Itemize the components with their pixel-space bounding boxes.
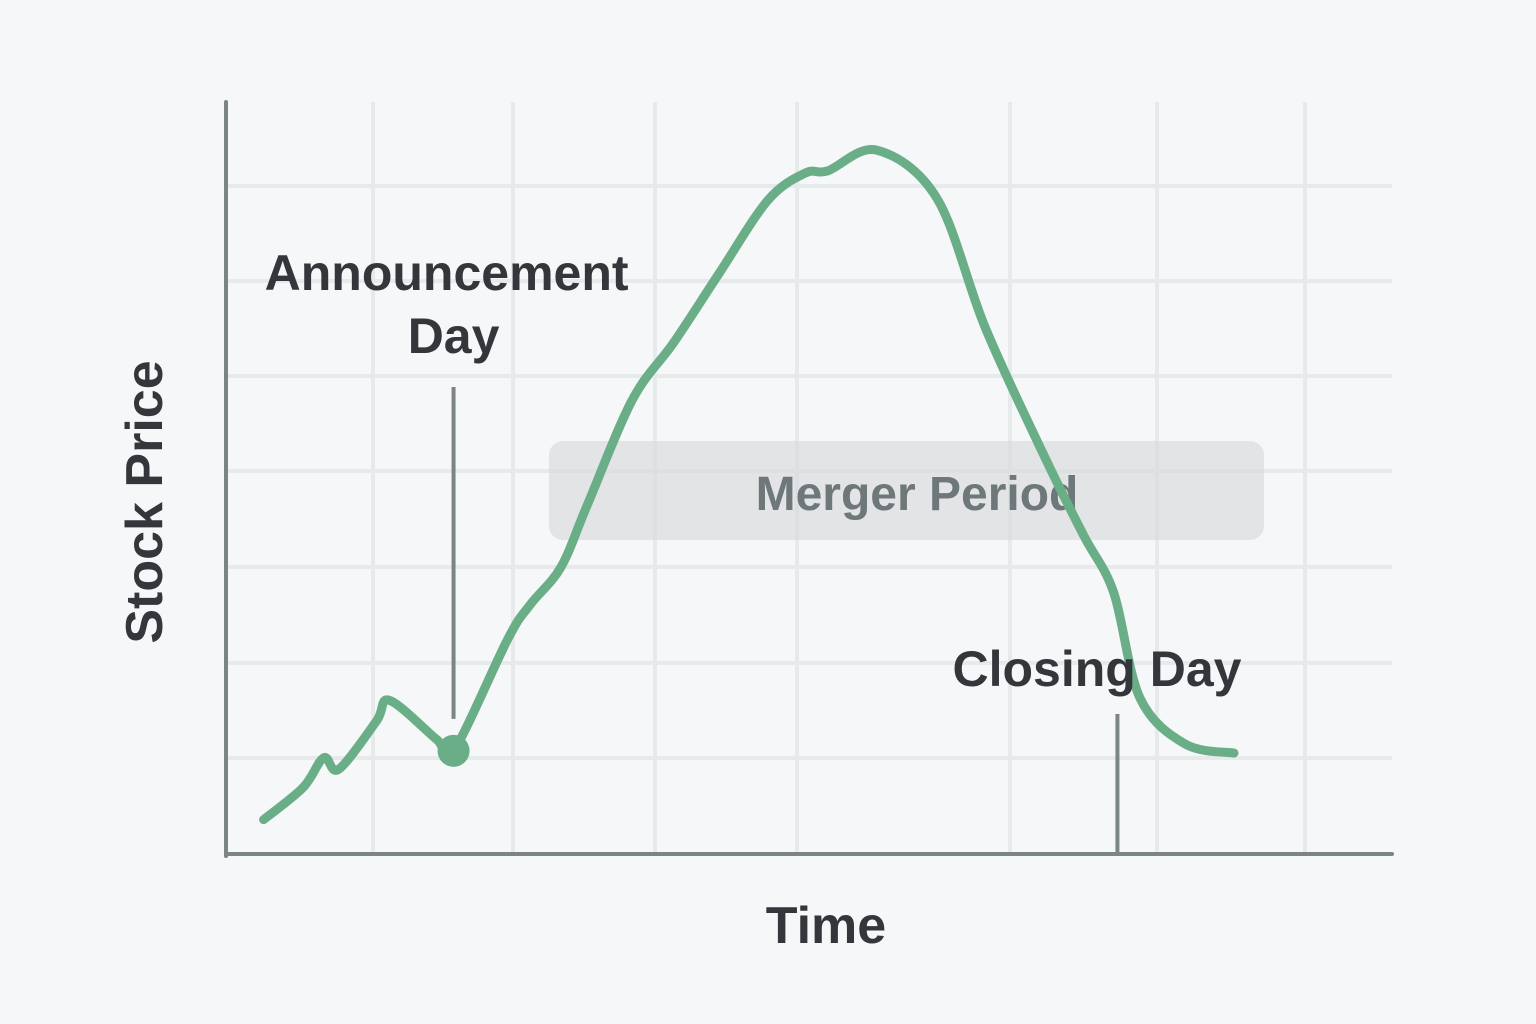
data-point-17	[824, 167, 832, 175]
data-point-10	[557, 563, 565, 571]
announcement-day-label: Announcement Day	[265, 245, 643, 364]
data-point-2	[320, 754, 328, 762]
data-point-14	[715, 270, 723, 278]
data-point-12	[628, 396, 636, 404]
x-axis-label: Time	[766, 897, 886, 955]
data-point-9	[527, 600, 535, 608]
series-line	[259, 145, 1239, 825]
merger-period-label: Merger Period	[756, 468, 1079, 521]
data-point-16	[801, 169, 809, 177]
data-point-21	[1042, 456, 1050, 464]
data-point-4	[373, 717, 381, 725]
data-point-0	[260, 816, 268, 824]
data-point-19	[933, 194, 941, 202]
data-point-26	[1230, 749, 1238, 757]
announcement-day-label-line-1: Announcement	[265, 245, 629, 301]
data-point-1	[299, 784, 307, 792]
data-point-23	[1110, 589, 1118, 597]
y-axis-label: Stock Price	[116, 360, 174, 643]
data-point-8	[504, 635, 512, 643]
data-point-6	[433, 735, 441, 743]
data-point-15	[764, 197, 772, 205]
data-point-20	[982, 325, 990, 333]
data-point-18	[873, 146, 881, 154]
data-point-5	[386, 696, 394, 704]
merger-period-band	[549, 441, 1264, 540]
data-point-13	[670, 339, 678, 347]
data-point-11	[583, 502, 591, 510]
data-point-22	[1080, 531, 1088, 539]
announcement-marker	[437, 734, 470, 767]
data-point-3	[335, 765, 343, 773]
data-point-25	[1181, 740, 1189, 748]
announcement-day-label-line-2: Day	[408, 308, 500, 364]
closing-day-label: Closing Day	[953, 641, 1242, 697]
